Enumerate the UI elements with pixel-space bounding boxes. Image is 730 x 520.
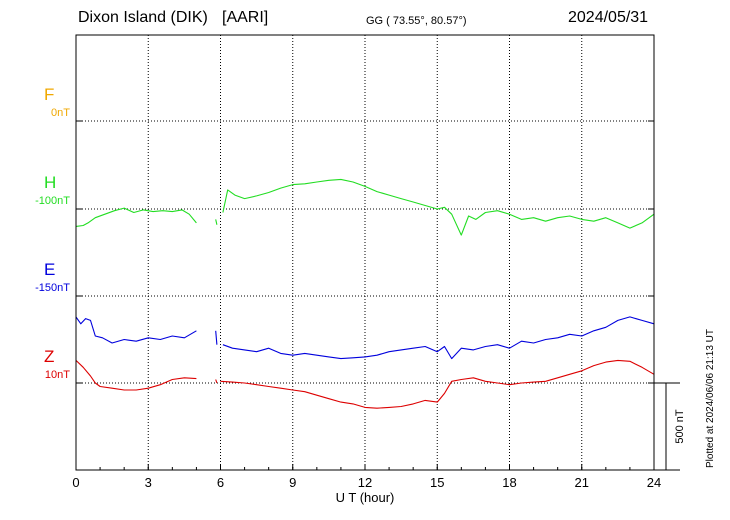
scale-bar-label: 500 nT: [674, 409, 686, 444]
series-lines: [75, 178, 655, 409]
x-tick-label: 21: [575, 475, 589, 490]
x-tick-label: 0: [72, 475, 79, 490]
channel-name-E: E: [44, 260, 56, 279]
grid: [76, 35, 654, 470]
organization: [AARI]: [222, 9, 269, 26]
axes: 0 3 6 9 12 15 18 21 24 U T (hour) 500 nT: [72, 34, 686, 505]
series-line-Z: [215, 379, 218, 384]
date: 2024/05/31: [568, 9, 649, 26]
x-tick-label: 15: [430, 475, 444, 490]
series-line-E: [222, 316, 655, 360]
x-tick-label: 9: [289, 475, 296, 490]
channel-baseline-F: 0nT: [51, 107, 70, 119]
channel-name-F: F: [44, 85, 55, 104]
series-line-Z: [220, 359, 655, 409]
channel-baseline-E: -150nT: [35, 282, 70, 294]
channel-baseline-Z: 10nT: [44, 369, 70, 381]
x-tick-label: 3: [145, 475, 152, 490]
x-tick-label: 24: [647, 475, 661, 490]
channel-name-Z: Z: [44, 347, 55, 366]
series-line-H: [75, 207, 197, 227]
series-line-Z: [75, 360, 197, 391]
x-tick-label: 18: [502, 475, 516, 490]
series-line-E: [75, 316, 197, 344]
series-line-H: [215, 219, 218, 225]
x-tick-label: 6: [217, 475, 224, 490]
series-line-H: [222, 178, 655, 236]
station-name: Dixon Island (DIK): [78, 9, 208, 26]
series-line-E: [215, 330, 218, 345]
x-tick-label: 12: [358, 475, 372, 490]
channel-baseline-H: -100nT: [35, 195, 70, 207]
coordinates: GG ( 73.55°, 80.57°): [366, 15, 467, 27]
x-axis-label: U T (hour): [336, 490, 395, 505]
channel-name-H: H: [44, 173, 57, 192]
plotted-timestamp: Plotted at 2024/06/06 21:13 UT: [705, 329, 716, 468]
